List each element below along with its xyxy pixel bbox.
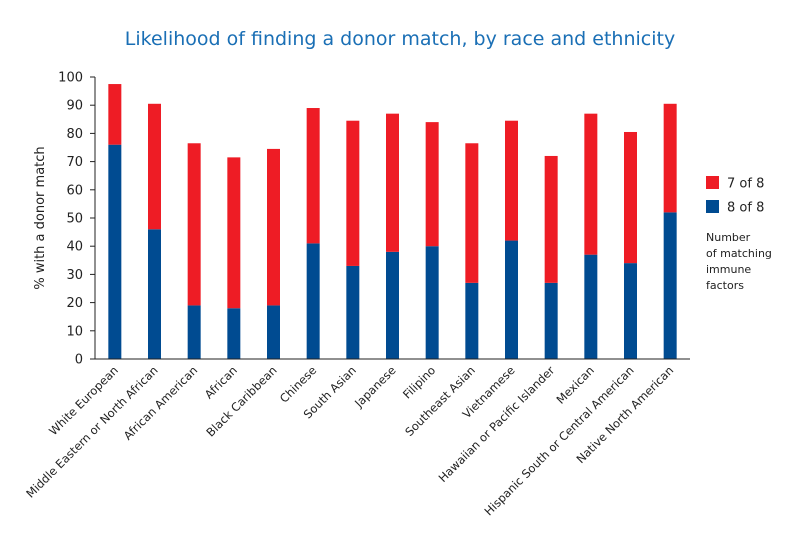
bar-series (108, 84, 677, 359)
legend: 7 of 8 8 of 8 Number of matching immune facto… (706, 176, 772, 292)
legend-swatch (706, 176, 719, 189)
y-tick-label: 80 (66, 127, 83, 142)
bar-segment (346, 120, 360, 266)
x-category-label: Japanese (351, 363, 399, 411)
bar-segment (386, 251, 399, 359)
bar-segment (386, 113, 399, 252)
bar-segment (187, 143, 201, 306)
y-tick-label: 20 (66, 296, 83, 311)
bar-segment (108, 144, 122, 359)
bar-segment (267, 148, 280, 306)
bar-segment (267, 305, 280, 359)
legend-note-line: factors (706, 279, 744, 292)
y-tick-label: 30 (66, 268, 83, 283)
bar-segment (148, 229, 161, 359)
x-category-label: Hispanic South or Central American (481, 363, 636, 518)
bar-segment (505, 120, 518, 241)
bar-segment (663, 103, 677, 213)
y-axis-title: % with a donor match (33, 146, 48, 289)
bar-segment (425, 122, 439, 247)
bar-segment (425, 246, 439, 359)
bar-segment (227, 308, 241, 359)
x-category-label: Filipino (400, 363, 438, 401)
y-tick-label: 90 (66, 99, 83, 114)
bar-segment (584, 113, 598, 255)
bar-segment (584, 254, 598, 359)
y-tick-label: 40 (66, 240, 83, 255)
bar-segment (227, 157, 241, 309)
legend-label: 8 of 8 (727, 201, 764, 216)
y-tick-label: 50 (66, 212, 83, 227)
bar-segment (663, 212, 677, 359)
y-axis-ticks: 0 10 20 30 40 50 60 70 80 90 100 (58, 71, 95, 368)
x-category-label: Southeast Asian (402, 363, 478, 439)
legend-note-line: Number (706, 231, 751, 244)
bar-segment (505, 240, 518, 359)
y-tick-label: 10 (66, 324, 83, 339)
y-tick-label: 0 (75, 353, 83, 368)
bar-segment (624, 263, 637, 359)
x-category-label: African American (121, 363, 201, 443)
bar-segment (187, 305, 201, 359)
bar-segment (306, 243, 320, 359)
legend-swatch (706, 200, 719, 213)
legend-note-line: of matching (706, 247, 772, 260)
y-tick-label: 70 (66, 155, 83, 170)
bar-segment (544, 155, 558, 283)
bar-segment (108, 84, 122, 145)
x-category-label: Black Caribbean (203, 363, 279, 439)
legend-note-line: immune (706, 263, 751, 276)
y-tick-label: 60 (66, 183, 83, 198)
bar-segment (148, 103, 161, 230)
bar-segment (624, 131, 637, 264)
bar-segment (346, 265, 360, 359)
bar-segment (465, 282, 479, 359)
x-category-label: White European (46, 363, 121, 438)
chart-title: Likelihood of finding a donor match, by … (124, 28, 676, 50)
bar-segment (544, 282, 558, 359)
bar-segment (465, 143, 479, 283)
x-category-label: African (202, 363, 240, 401)
legend-label: 7 of 8 (727, 177, 764, 192)
bar-segment (306, 108, 320, 244)
y-tick-label: 100 (58, 71, 83, 86)
